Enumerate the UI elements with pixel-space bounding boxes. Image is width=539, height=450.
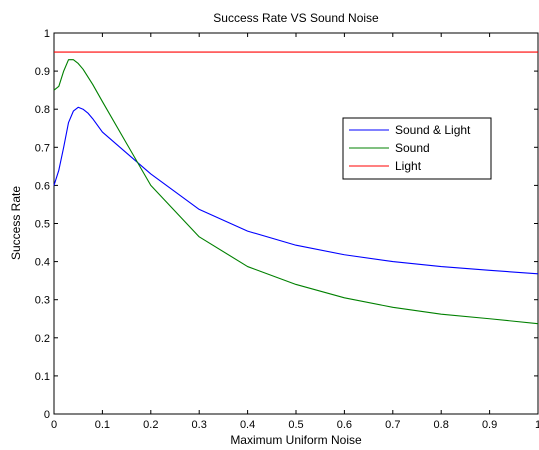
x-tick-label: 0.4 [240,419,255,431]
x-tick-label: 0.9 [482,419,497,431]
x-tick-label: 0.5 [288,419,303,431]
y-tick-label: 0.1 [35,371,50,383]
y-tick-label: 0 [44,409,50,421]
y-tick-label: 0.6 [35,180,50,192]
y-tick-label: 0.4 [35,257,50,269]
legend-label-sound-light: Sound & Light [395,123,471,137]
chart-title: Success Rate VS Sound Noise [213,11,379,25]
x-tick-label: 0.6 [337,419,352,431]
y-tick-label: 0.8 [35,104,50,116]
y-tick-label: 1 [44,28,50,40]
x-tick-label: 0.7 [385,419,400,431]
y-tick-label: 0.5 [35,219,50,231]
x-tick-label: 1 [535,419,539,431]
y-tick-label: 0.3 [35,295,50,307]
y-tick-label: 0.7 [35,142,50,154]
plot-area [54,33,538,414]
x-tick-label: 0.1 [95,419,110,431]
legend-label-light: Light [395,159,422,173]
x-tick-label: 0.2 [143,419,158,431]
x-tick-label: 0.8 [434,419,449,431]
legend: Sound & Light Sound Light [343,118,491,179]
y-tick-label: 0.9 [35,66,50,78]
y-tick-label: 0.2 [35,333,50,345]
x-axis-title: Maximum Uniform Noise [230,433,362,447]
x-tick-label: 0 [51,419,57,431]
y-axis-title: Success Rate [9,186,23,260]
legend-label-sound: Sound [395,141,430,155]
x-tick-label: 0.3 [192,419,207,431]
